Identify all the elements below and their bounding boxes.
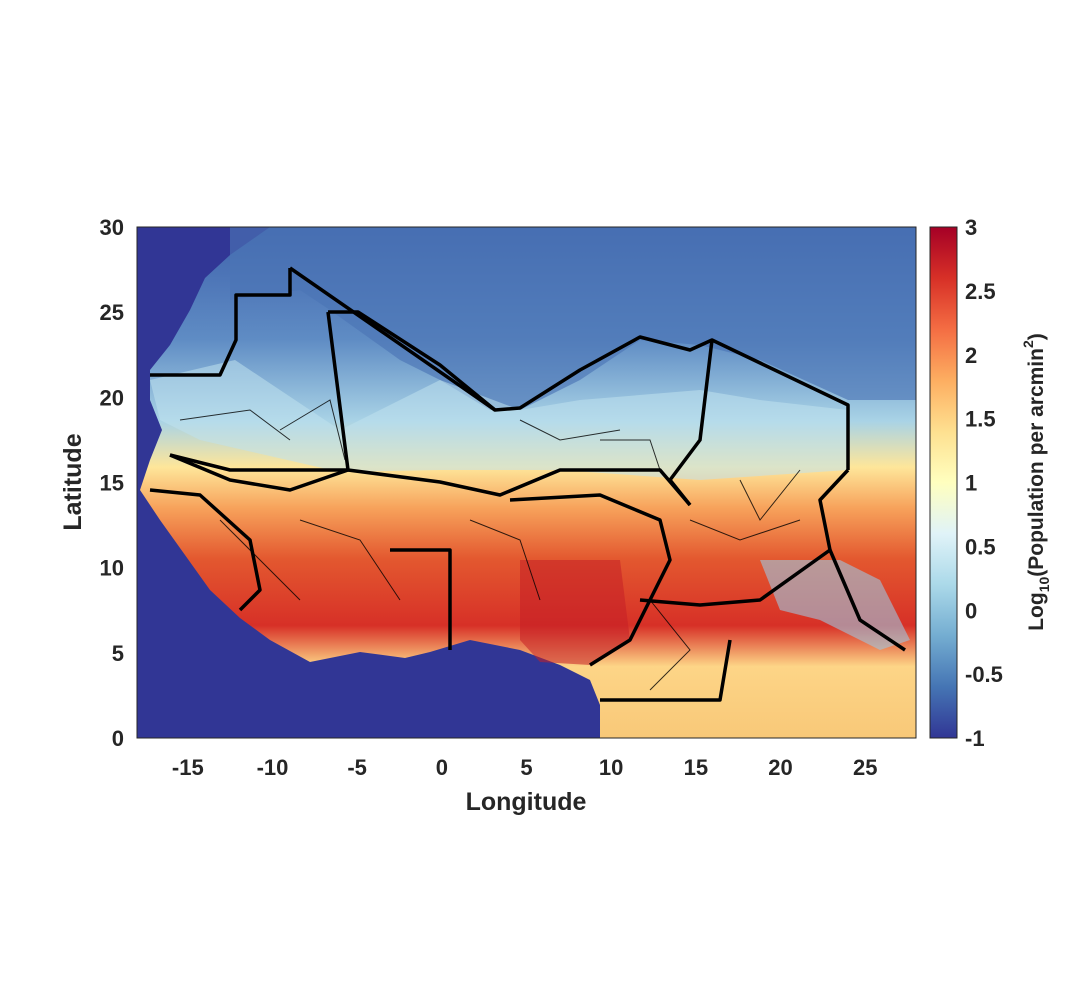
y-tick-label: 30 (100, 215, 124, 240)
colorbar-tick-label: 3 (965, 215, 977, 240)
colorbar-label-sup: 2 (1020, 340, 1036, 348)
colorbar (929, 226, 958, 739)
coastal-dense-region (520, 560, 630, 665)
y-tick-label: 20 (100, 385, 124, 410)
colorbar-label-main: (Population per arcmin (1025, 348, 1048, 577)
x-tick-label: -15 (172, 755, 204, 780)
plot-frame (136, 226, 917, 739)
admin-borders (179, 399, 801, 691)
y-tick-label: 5 (112, 641, 124, 666)
x-tick-label: 10 (599, 755, 623, 780)
colorbar-label-suffix: ) (1025, 333, 1048, 340)
x-axis-label: Longitude (466, 788, 587, 816)
colorbar-label-prefix: Log (1025, 592, 1048, 630)
x-tick-label: 20 (768, 755, 792, 780)
x-tick-label: 5 (520, 755, 532, 780)
border-western-sahara-mauritania (150, 268, 292, 377)
border-sahel-south (169, 453, 692, 507)
x-tick-label: 25 (853, 755, 877, 780)
colorbar-tick-label: 2.5 (965, 279, 996, 304)
colorbar-tick-label: -1 (965, 726, 985, 751)
colorbar-tick-label: 1 (965, 471, 977, 496)
x-tick-label: 15 (684, 755, 708, 780)
y-tick-label: 10 (100, 556, 124, 581)
colorbar-tick-label: 2 (965, 343, 977, 368)
sahel-light-region (150, 360, 848, 480)
x-tick-label: 0 (436, 755, 448, 780)
colorbar-ticks: -1 -0.5 0 0.5 1 1.5 2 2.5 3 (965, 215, 1003, 751)
country-borders (149, 266, 906, 702)
border-nigeria (509, 493, 672, 667)
colorbar-label-sub: 10 (1036, 577, 1052, 593)
y-axis-label: Latitude (59, 433, 87, 530)
border-mauritania-south (169, 311, 350, 472)
colorbar-tick-label: 0 (965, 598, 977, 623)
colorbar-tick-label: -0.5 (965, 662, 1003, 687)
border-gabon (600, 639, 732, 702)
colorbar-tick-label: 0.5 (965, 534, 996, 559)
border-mali-north (328, 310, 497, 412)
y-tick-label: 0 (112, 726, 124, 751)
y-tick-label: 15 (100, 471, 124, 496)
colorbar-label: Log10(Population per arcmin2) (1020, 333, 1052, 631)
border-coastal-west (149, 488, 262, 612)
border-ivory-ghana (390, 548, 452, 650)
y-tick-label: 25 (100, 300, 124, 325)
x-axis-ticks: -15 -10 -5 0 5 10 15 20 25 (172, 755, 878, 780)
colorbar-tick-label: 1.5 (965, 407, 996, 432)
sahara-region (230, 227, 916, 410)
border-mauritania-mali (289, 266, 850, 470)
x-tick-label: -5 (347, 755, 367, 780)
y-axis-ticks: 0 5 10 15 20 25 30 (100, 215, 124, 751)
border-cameroon-car (639, 548, 906, 652)
border-chad-sudan (818, 468, 850, 551)
x-tick-label: -10 (257, 755, 289, 780)
